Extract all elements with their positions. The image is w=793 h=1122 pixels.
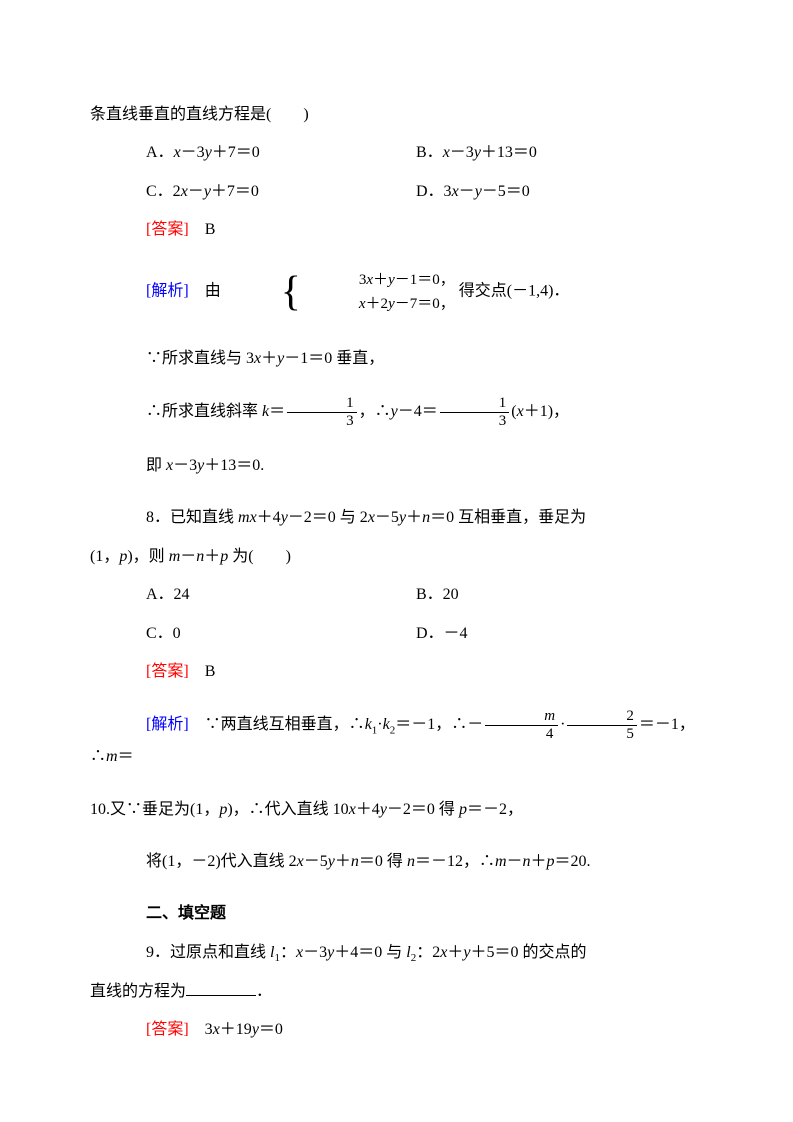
q7-opt-c: C．2x－y＋7＝0: [146, 177, 416, 207]
q8-analysis-line3: 将(1，－2)代入直线 2x－5y＋n＝0 得 n＝－12，∴m－n＋p＝20.: [90, 847, 703, 877]
q7-after-system: 得交点(－1,4)．: [459, 282, 570, 299]
q8-stem1: 8．已知直线 mx＋4y－2＝0 与 2x－5y＋n＝0 互相垂直，垂足为: [90, 503, 703, 533]
q7-opt-b: B．x－3y＋13＝0: [416, 138, 703, 168]
q8-answer-value: B: [205, 663, 216, 680]
fraction-m-4: m4: [485, 709, 558, 742]
system-eq1: 3x＋y－1＝0，: [303, 268, 455, 292]
q9-stem1: 9．过原点和直线 l1：x－3y＋4＝0 与 l2：2x＋y＋5＝0 的交点的: [90, 938, 703, 969]
q8-opt-a: A．24: [146, 580, 416, 610]
q8-answer: [答案] B: [90, 657, 703, 687]
q7-options-row1-real: A．x－3y＋7＝0 B．x－3y＋13＝0: [146, 138, 703, 168]
system-eq2: x＋2y－7＝0，: [303, 292, 455, 316]
q8-opt-b: B．20: [416, 580, 703, 610]
fill-blank[interactable]: [186, 980, 256, 996]
q8-opt-c: C．0: [146, 619, 416, 649]
q8-stem2: (1，p)，则 m－n＋p 为( ): [90, 542, 703, 572]
q7-analysis-line3: ∴所求直线斜率 k＝13，∴y－4＝13(x＋1)，: [90, 396, 703, 429]
q7-answer: [答案] B: [90, 215, 703, 245]
q7-stem-tail: 条直线垂直的直线方程是( ): [90, 100, 703, 130]
q9-stem2-post: ．: [256, 983, 272, 1000]
q9-stem2-pre: 直线的方程为: [90, 983, 186, 1000]
q7-opt-d: D．3x－y－5＝0: [416, 177, 703, 207]
q9-stem2: 直线的方程为 ．: [90, 977, 703, 1007]
equation-system: { 3x＋y－1＝0， x＋2y－7＝0，: [225, 268, 455, 316]
q8-analysis-line1: [解析] ∵两直线互相垂直，∴k1·k2＝－1，∴－m4·25＝－1，∴m＝: [90, 709, 703, 772]
answer-label: [答案]: [146, 663, 189, 680]
section-2-heading: 二、填空题: [90, 899, 703, 929]
q7-options-row2: C．2x－y＋7＝0 D．3x－y－5＝0: [146, 177, 703, 207]
q7-analysis-line1: [解析] 由 { 3x＋y－1＝0， x＋2y－7＝0， 得交点(－1,4)．: [90, 268, 703, 316]
q8-opt-d: D．－4: [416, 619, 703, 649]
q8-analysis-line2: 10.又∵垂足为(1，p)，∴代入直线 10x＋4y－2＝0 得 p＝－2，: [90, 795, 703, 825]
left-brace-icon: {: [225, 271, 301, 313]
q7-analysis-line2: ∵所求直线与 3x＋y－1＝0 垂直，: [90, 344, 703, 374]
q8-options-row2: C．0 D．－4: [146, 619, 703, 649]
q7-opt-a: A．x－3y＋7＝0: [146, 138, 416, 168]
q7-by: 由: [205, 282, 221, 299]
answer-label: [答案]: [146, 221, 189, 238]
analysis-label: [解析]: [146, 716, 189, 733]
q7-answer-value: B: [205, 221, 216, 238]
fraction-2-5: 25: [567, 709, 637, 742]
answer-label: [答案]: [146, 1021, 189, 1038]
q7-analysis-line4: 即 x－3y＋13＝0.: [90, 451, 703, 481]
fraction-1-3a: 13: [287, 396, 357, 429]
analysis-label: [解析]: [146, 282, 189, 299]
fraction-1-3b: 13: [440, 396, 510, 429]
q8-options-row1: A．24 B．20: [146, 580, 703, 610]
q9-answer: [答案] 3x＋19y＝0: [90, 1015, 703, 1045]
